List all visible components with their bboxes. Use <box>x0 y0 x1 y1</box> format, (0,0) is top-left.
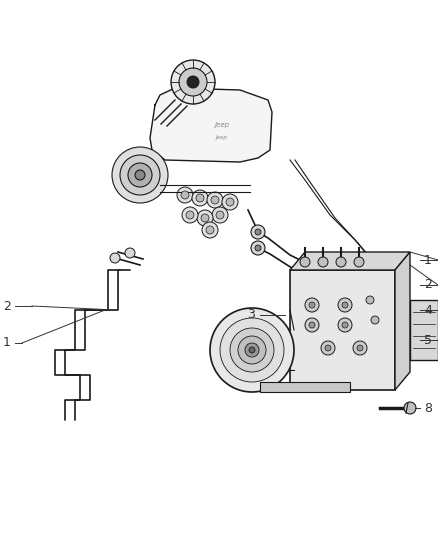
Circle shape <box>342 302 348 308</box>
Circle shape <box>249 347 255 353</box>
Circle shape <box>187 76 199 88</box>
Circle shape <box>211 196 219 204</box>
Text: 4: 4 <box>424 303 432 317</box>
Circle shape <box>181 191 189 199</box>
Circle shape <box>206 226 214 234</box>
Circle shape <box>197 210 213 226</box>
Circle shape <box>226 198 234 206</box>
Circle shape <box>110 253 120 263</box>
Circle shape <box>202 222 218 238</box>
Circle shape <box>336 257 346 267</box>
Circle shape <box>182 207 198 223</box>
Text: Jeep: Jeep <box>216 135 228 141</box>
Circle shape <box>371 316 379 324</box>
Polygon shape <box>395 252 410 390</box>
Circle shape <box>207 192 223 208</box>
Circle shape <box>404 402 416 414</box>
Circle shape <box>125 248 135 258</box>
Circle shape <box>112 147 168 203</box>
Circle shape <box>305 318 319 332</box>
Circle shape <box>251 241 265 255</box>
Circle shape <box>179 68 207 96</box>
Circle shape <box>216 211 224 219</box>
Circle shape <box>251 225 265 239</box>
Circle shape <box>305 298 319 312</box>
Text: 5: 5 <box>424 334 432 346</box>
Circle shape <box>245 343 259 357</box>
Bar <box>290 270 395 390</box>
Circle shape <box>212 207 228 223</box>
Circle shape <box>177 187 193 203</box>
Polygon shape <box>260 382 350 392</box>
Circle shape <box>300 257 310 267</box>
Text: 1: 1 <box>3 336 11 350</box>
Circle shape <box>201 214 209 222</box>
Circle shape <box>354 257 364 267</box>
Circle shape <box>238 336 266 364</box>
Circle shape <box>192 190 208 206</box>
Circle shape <box>210 308 294 392</box>
Bar <box>410 300 438 360</box>
Circle shape <box>186 211 194 219</box>
Circle shape <box>318 257 328 267</box>
Circle shape <box>222 194 238 210</box>
Text: 1: 1 <box>424 254 432 266</box>
Polygon shape <box>150 88 272 162</box>
Polygon shape <box>290 252 410 270</box>
Circle shape <box>196 194 204 202</box>
Circle shape <box>255 245 261 251</box>
Text: Jeep: Jeep <box>215 122 230 128</box>
Circle shape <box>357 345 363 351</box>
Circle shape <box>353 341 367 355</box>
Circle shape <box>171 60 215 104</box>
Text: 8: 8 <box>424 401 432 415</box>
Circle shape <box>128 163 152 187</box>
Circle shape <box>338 298 352 312</box>
Circle shape <box>255 229 261 235</box>
Circle shape <box>342 322 348 328</box>
Circle shape <box>135 170 145 180</box>
Circle shape <box>230 328 274 372</box>
Circle shape <box>321 341 335 355</box>
Circle shape <box>325 345 331 351</box>
Circle shape <box>120 155 160 195</box>
Text: 3: 3 <box>247 309 255 321</box>
Circle shape <box>309 322 315 328</box>
Circle shape <box>366 296 374 304</box>
Text: 2: 2 <box>3 300 11 312</box>
Text: 2: 2 <box>424 279 432 292</box>
Circle shape <box>309 302 315 308</box>
Circle shape <box>220 318 284 382</box>
Circle shape <box>338 318 352 332</box>
